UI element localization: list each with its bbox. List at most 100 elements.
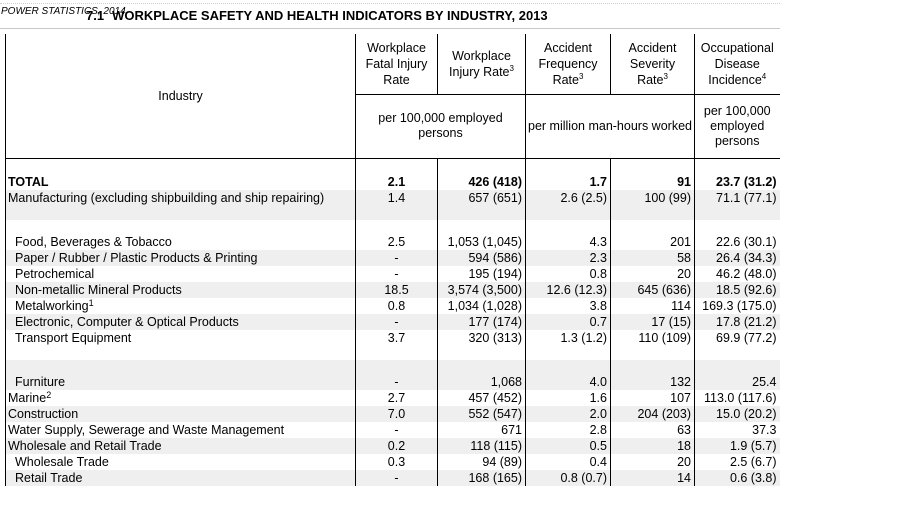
cell-asr: 91 [610, 174, 695, 190]
cell-afr: 2.6 (2.5) [525, 190, 611, 206]
row-label: Manufacturing (excluding shipbuilding an… [5, 190, 356, 206]
cell-afr: 1.6 [525, 390, 611, 406]
cell-odi: 0.6 (3.8) [694, 470, 780, 486]
header-odi-text: Occupational Disease Incidence [700, 40, 774, 87]
cell-odi: 17.8 (21.2) [694, 314, 780, 330]
cell-afr: 0.7 [525, 314, 611, 330]
row-label: Wholesale and Retail Trade [5, 438, 356, 454]
cell-asr: 107 [610, 390, 695, 406]
footnote-ref: 3 [578, 71, 584, 81]
cell-odi: 71.1 (77.1) [694, 190, 780, 206]
cell-asr: 17 (15) [610, 314, 695, 330]
row-label: Paper / Rubber / Plastic Products & Prin… [5, 250, 356, 266]
header-industry: Industry [5, 34, 356, 159]
cell-asr: 18 [610, 438, 695, 454]
cell-asr: 20 [610, 454, 695, 470]
cell-odi: 169.3 (175.0) [702, 299, 777, 313]
table-row: Petrochemical - 195 (194) 0.8 20 46.2 (4… [5, 266, 780, 282]
cell-odi: 1.9 (5.7) [694, 438, 780, 454]
row-label: Non-metallic Mineral Products [5, 282, 356, 298]
cell-odi: 18.5 (92.6) [694, 282, 780, 298]
cell-odi: 15.0 (20.2) [694, 406, 780, 422]
cell-afr: 12.6 (12.3) [525, 282, 611, 298]
cell-asr: 100 (99) [610, 190, 695, 206]
cell-fatal: 7.0 [355, 406, 438, 422]
cell-asr: 132 [610, 374, 695, 390]
cell-odi: 37.3 [752, 423, 777, 437]
cell-asr: 204 (203) [610, 406, 695, 422]
footnote-ref: 3 [663, 71, 668, 81]
table-row: Food, Beverages & Tobacco 2.5 1,053 (1,0… [5, 234, 780, 250]
footnote-ref: 1 [88, 298, 94, 308]
table-title-text: WORKPLACE SAFETY AND HEALTH INDICATORS B… [112, 8, 548, 23]
cell-asr: 110 (109) [610, 330, 695, 346]
row-label: Transport Equipment [5, 330, 356, 346]
cell-fatal: 3.7 [355, 330, 438, 346]
page-header-bar [0, 0, 780, 29]
table-row: TOTAL 2.1 426 (418) 1.7 91 23.7 (31.2) [5, 174, 780, 190]
cell-fatal: 2.5 [355, 234, 438, 250]
cell-odi: 69.9 (77.2) [716, 331, 777, 345]
header-occupational-disease-incidence: Occupational Disease Incidence4 [694, 34, 780, 95]
cell-afr: 4.0 [525, 374, 611, 390]
cell-odi: 25.4 [694, 374, 780, 390]
cell-fatal: 2.7 [355, 390, 438, 406]
cell-injury: 195 (194) [437, 266, 526, 282]
cell-odi: 26.4 (34.3) [694, 250, 780, 266]
cell-odi: 113.0 (117.6) [703, 391, 777, 405]
cell-fatal: - [355, 374, 438, 390]
table-row: Non-metallic Mineral Products 18.5 3,574… [5, 282, 780, 298]
header-accident-severity-rate: Accident Severity Rate3 [610, 34, 695, 95]
cell-asr: 58 [610, 250, 695, 266]
row-label: Furniture [5, 374, 356, 390]
row-label: TOTAL [5, 174, 356, 190]
table-row: Furniture - 1,068 4.0 132 25.4 [5, 374, 780, 390]
header-injury-rate: Workplace Injury Rate3 [437, 34, 526, 95]
footnote-ref: 4 [761, 71, 767, 81]
spacer [5, 206, 356, 220]
header-injury-rate-text: Workplace Injury Rate [449, 48, 511, 79]
table-title: 7.1 WORKPLACE SAFETY AND HEALTH INDICATOR… [86, 8, 548, 23]
cell-fatal: 2.1 [355, 174, 438, 190]
cell-asr: 63 [610, 422, 695, 438]
table-row: Retail Trade - 168 (165) 0.8 (0.7) 14 0.… [5, 470, 780, 486]
cell-injury: 3,574 (3,500) [437, 282, 526, 298]
table-row: Wholesale Trade 0.3 94 (89) 0.4 20 2.5 (… [5, 454, 780, 470]
cell-afr: 0.5 [525, 438, 611, 454]
cell-asr: 645 (636) [610, 282, 695, 298]
cell-fatal: - [355, 314, 438, 330]
cell-injury: 457 (452) [437, 390, 526, 406]
spacer [5, 158, 356, 174]
footnote-ref: 2 [46, 390, 52, 400]
cell-afr: 4.3 [525, 234, 611, 250]
cell-fatal: - [355, 470, 438, 486]
cell-injury: 1,068 [437, 374, 526, 390]
table-row: Marine2 2.7 457 (452) 1.6 107 113.0 (117… [5, 390, 780, 406]
cell-fatal: 0.2 [355, 438, 438, 454]
cell-injury: 552 (547) [437, 406, 526, 422]
unit-per-million-man-hours: per million man-hours worked [525, 94, 695, 159]
cell-fatal: - [355, 250, 438, 266]
row-label: Metalworking1 [5, 298, 356, 314]
cell-fatal: 0.3 [355, 454, 438, 470]
cell-afr: 2.8 [525, 422, 611, 438]
cell-injury: 168 (165) [437, 470, 526, 486]
row-label: Construction [5, 406, 356, 422]
cell-fatal: - [355, 266, 438, 282]
row-label: Petrochemical [5, 266, 356, 282]
cell-injury: 671 [437, 422, 526, 438]
cell-odi: 23.7 (31.2) [716, 175, 777, 189]
cell-odi: 2.5 (6.7) [729, 455, 777, 469]
cell-injury: 1,053 (1,045) [437, 234, 526, 250]
spacer [5, 220, 356, 234]
cell-asr: 20 [610, 266, 695, 282]
cell-afr: 0.8 [525, 266, 611, 282]
header-fatal-injury-rate: Workplace Fatal Injury Rate [355, 34, 438, 95]
row-label: Wholesale Trade [5, 454, 356, 470]
row-label: Retail Trade [5, 470, 356, 486]
cell-asr: 201 [610, 234, 695, 250]
cell-afr: 0.8 (0.7) [525, 470, 611, 486]
header-asr-text: Accident Severity Rate [628, 40, 677, 87]
cell-injury: 94 (89) [437, 454, 526, 470]
cell-fatal: 1.4 [355, 190, 438, 206]
